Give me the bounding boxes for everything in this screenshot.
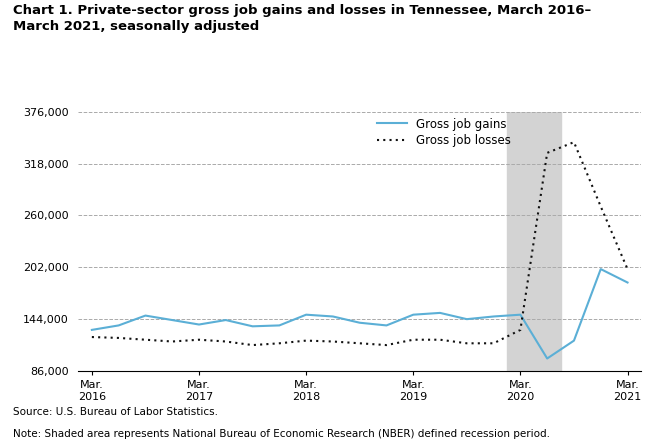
- Legend: Gross job gains, Gross job losses: Gross job gains, Gross job losses: [377, 118, 511, 147]
- Text: Chart 1. Private-sector gross job gains and losses in Tennessee, March 2016–
Mar: Chart 1. Private-sector gross job gains …: [13, 4, 591, 34]
- Text: Source: U.S. Bureau of Labor Statistics.: Source: U.S. Bureau of Labor Statistics.: [13, 407, 218, 417]
- Bar: [507, 112, 560, 371]
- Text: Note: Shaded area represents National Bureau of Economic Research (NBER) defined: Note: Shaded area represents National Bu…: [13, 429, 550, 439]
